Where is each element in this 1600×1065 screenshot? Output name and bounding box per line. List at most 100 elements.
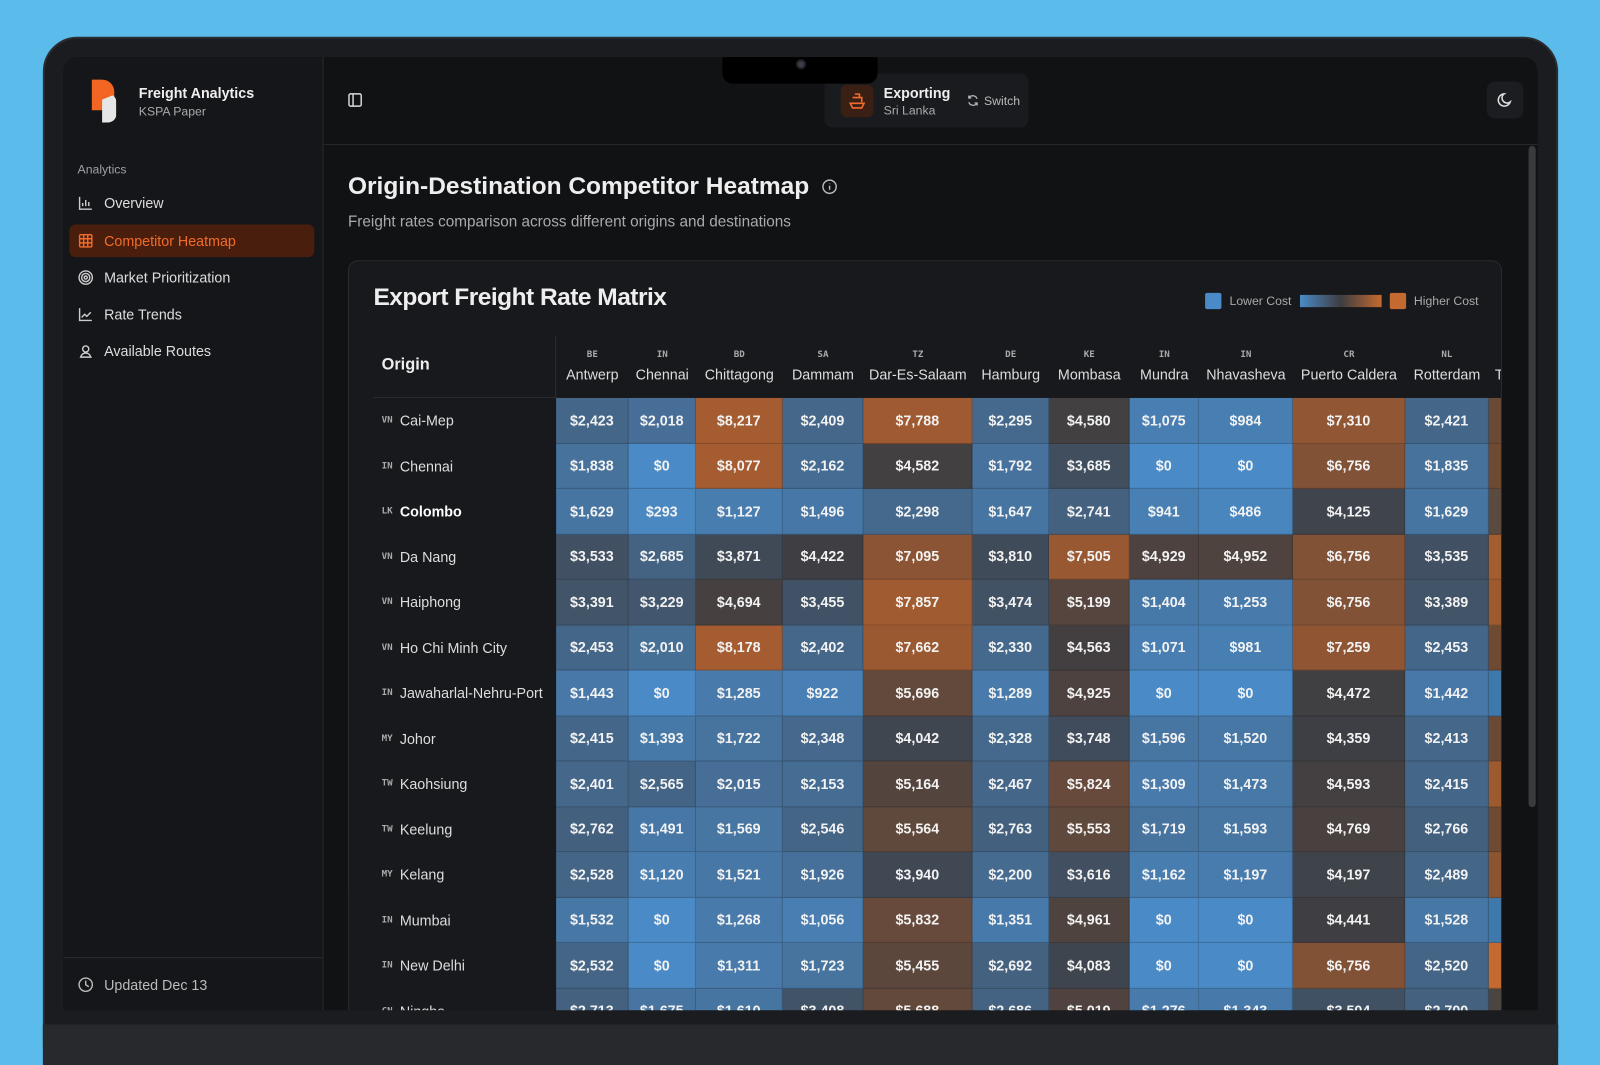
heatmap-cell[interactable]: $984: [1198, 397, 1293, 444]
heatmap-cell[interactable]: $1,393: [628, 715, 696, 762]
heatmap-cell[interactable]: $2,741: [1048, 488, 1130, 535]
heatmap-cell[interactable]: $3,748: [1048, 715, 1130, 762]
heatmap-cell[interactable]: $1,071: [1129, 624, 1199, 671]
heatmap-cell[interactable]: $4,593: [1292, 761, 1406, 807]
heatmap-cell[interactable]: $4,961: [1048, 897, 1130, 943]
row-origin-label[interactable]: VN Cai-Mep: [382, 398, 454, 443]
heatmap-cell[interactable]: $2,532: [556, 942, 629, 989]
sidebar-item-rate-trends[interactable]: Rate Trends: [69, 298, 314, 331]
heatmap-cell[interactable]: $0: [628, 897, 696, 943]
heatmap-cell[interactable]: $3,455: [782, 579, 864, 625]
heatmap-cell[interactable]: $2,766: [1405, 806, 1489, 853]
heatmap-cell[interactable]: $5,832: [863, 897, 973, 943]
heatmap-cell[interactable]: $3,685: [1048, 443, 1130, 489]
sidebar-toggle-icon[interactable]: [347, 92, 363, 108]
heatmap-cell[interactable]: $2,295: [972, 397, 1049, 444]
heatmap-cell[interactable]: $3,533: [556, 534, 629, 580]
info-icon[interactable]: [821, 179, 837, 195]
heatmap-cell[interactable]: $4,441: [1292, 897, 1406, 943]
heatmap-cell[interactable]: $3,504: [1292, 988, 1406, 1011]
heatmap-cell[interactable]: $1,926: [782, 852, 864, 898]
heatmap-cell[interactable]: $1,404: [1129, 579, 1199, 625]
heatmap-cell[interactable]: $2,528: [556, 852, 629, 898]
heatmap-cell[interactable]: $0: [1198, 897, 1293, 943]
heatmap-cell[interactable]: $5,164: [863, 761, 973, 807]
heatmap-cell-clipped[interactable]: [1488, 852, 1502, 898]
heatmap-cell[interactable]: $1,343: [1198, 988, 1293, 1011]
heatmap-cell[interactable]: $4,929: [1129, 534, 1199, 580]
heatmap-cell[interactable]: $1,723: [782, 942, 864, 989]
heatmap-cell[interactable]: $2,692: [972, 942, 1049, 989]
heatmap-cell[interactable]: $7,857: [863, 579, 973, 625]
heatmap-cell[interactable]: $1,647: [972, 488, 1049, 535]
heatmap-cell[interactable]: $3,474: [972, 579, 1049, 625]
row-origin-label[interactable]: MY Kelang: [382, 852, 445, 897]
heatmap-cell[interactable]: $2,018: [628, 397, 696, 444]
heatmap-cell[interactable]: $2,700: [1405, 988, 1489, 1011]
heatmap-cell[interactable]: $4,580: [1048, 397, 1130, 444]
heatmap-cell-clipped[interactable]: [1488, 624, 1502, 671]
row-origin-label[interactable]: IN Mumbai: [382, 897, 451, 942]
heatmap-cell[interactable]: $2,686: [972, 988, 1049, 1011]
heatmap-cell[interactable]: $3,535: [1405, 534, 1489, 580]
heatmap-cell[interactable]: $2,453: [1405, 624, 1489, 671]
heatmap-cell[interactable]: $2,153: [782, 761, 864, 807]
heatmap-cell[interactable]: $2,413: [1405, 715, 1489, 762]
heatmap-cell[interactable]: $1,532: [556, 897, 629, 943]
heatmap-cell[interactable]: $2,348: [782, 715, 864, 762]
heatmap-cell[interactable]: $1,491: [628, 806, 696, 853]
heatmap-cell[interactable]: $7,662: [863, 624, 973, 671]
row-origin-label[interactable]: CN Ningbo: [382, 988, 445, 1010]
heatmap-cell[interactable]: $7,310: [1292, 397, 1406, 444]
heatmap-cell[interactable]: $5,824: [1048, 761, 1130, 807]
heatmap-cell[interactable]: $1,276: [1129, 988, 1199, 1011]
heatmap-cell[interactable]: $3,391: [556, 579, 629, 625]
heatmap-cell[interactable]: $2,415: [556, 715, 629, 762]
column-header[interactable]: IN Nhavasheva: [1199, 336, 1293, 397]
heatmap-cell[interactable]: $7,505: [1048, 534, 1130, 580]
heatmap-cell-clipped[interactable]: [1488, 942, 1502, 989]
column-header[interactable]: CR Puerto Caldera: [1293, 336, 1405, 397]
heatmap-cell[interactable]: $4,925: [1048, 670, 1130, 716]
heatmap-cell[interactable]: $1,351: [972, 897, 1049, 943]
heatmap-cell[interactable]: $4,422: [782, 534, 864, 580]
heatmap-cell[interactable]: $1,473: [1198, 761, 1293, 807]
heatmap-cell-clipped[interactable]: [1488, 670, 1502, 716]
heatmap-cell[interactable]: $941: [1129, 488, 1199, 535]
heatmap-cell[interactable]: $3,871: [695, 534, 783, 580]
heatmap-cell[interactable]: $2,713: [556, 988, 629, 1011]
heatmap-cell[interactable]: $5,199: [1048, 579, 1130, 625]
heatmap-cell[interactable]: $2,489: [1405, 852, 1489, 898]
heatmap-cell[interactable]: $1,722: [695, 715, 783, 762]
heatmap-cell[interactable]: $2,763: [972, 806, 1049, 853]
heatmap-cell[interactable]: $2,453: [556, 624, 629, 671]
column-header[interactable]: SA Dammam: [783, 336, 864, 397]
heatmap-cell[interactable]: $1,610: [695, 988, 783, 1011]
heatmap-cell[interactable]: $5,019: [1048, 988, 1130, 1011]
heatmap-cell-clipped[interactable]: [1488, 988, 1502, 1011]
heatmap-cell[interactable]: $1,835: [1405, 443, 1489, 489]
row-origin-label[interactable]: MY Johor: [382, 716, 436, 761]
heatmap-cell[interactable]: $3,408: [782, 988, 864, 1011]
heatmap-cell[interactable]: $2,010: [628, 624, 696, 671]
heatmap-cell[interactable]: $3,229: [628, 579, 696, 625]
heatmap-cell[interactable]: $2,685: [628, 534, 696, 580]
sidebar-item-overview[interactable]: Overview: [69, 187, 314, 220]
heatmap-cell[interactable]: $1,442: [1405, 670, 1489, 716]
heatmap-cell[interactable]: $2,467: [972, 761, 1049, 807]
row-origin-label[interactable]: IN New Delhi: [382, 943, 465, 988]
heatmap-cell[interactable]: $0: [1198, 942, 1293, 989]
heatmap-cell[interactable]: $4,125: [1292, 488, 1406, 535]
row-origin-label[interactable]: LK Colombo: [382, 489, 462, 534]
heatmap-cell[interactable]: $1,443: [556, 670, 629, 716]
heatmap-cell[interactable]: $0: [1129, 897, 1199, 943]
heatmap-cell[interactable]: $981: [1198, 624, 1293, 671]
heatmap-cell[interactable]: $2,421: [1405, 397, 1489, 444]
heatmap-cell[interactable]: $2,423: [556, 397, 629, 444]
sidebar-item-competitor-heatmap[interactable]: Competitor Heatmap: [69, 224, 315, 258]
heatmap-cell[interactable]: $2,415: [1405, 761, 1489, 807]
heatmap-cell[interactable]: $5,553: [1048, 806, 1130, 853]
column-header[interactable]: T: [1489, 336, 1501, 397]
heatmap-cell[interactable]: $2,402: [782, 624, 864, 671]
heatmap-cell[interactable]: $1,596: [1129, 715, 1199, 762]
